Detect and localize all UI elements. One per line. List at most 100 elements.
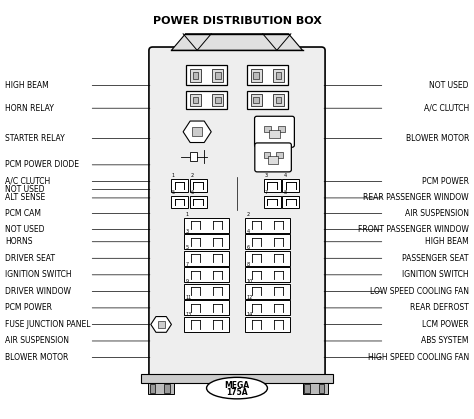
Bar xyxy=(264,152,270,158)
Bar xyxy=(273,69,284,82)
Bar xyxy=(184,251,229,266)
Bar xyxy=(212,94,223,106)
FancyBboxPatch shape xyxy=(141,374,333,383)
Text: FRONT PASSENGER WINDOW: FRONT PASSENGER WINDOW xyxy=(358,225,469,234)
Bar xyxy=(190,69,201,82)
Text: LCM POWER: LCM POWER xyxy=(422,320,469,329)
Bar xyxy=(251,69,262,82)
Text: FUSE JUNCTION PANEL: FUSE JUNCTION PANEL xyxy=(5,320,91,329)
Bar xyxy=(247,65,288,85)
Polygon shape xyxy=(172,34,302,50)
Bar xyxy=(184,317,229,332)
Bar xyxy=(254,72,259,79)
Text: 8: 8 xyxy=(246,262,250,267)
Bar xyxy=(269,130,280,139)
Bar xyxy=(184,300,229,316)
Text: STARTER RELAY: STARTER RELAY xyxy=(5,134,65,143)
Text: 4: 4 xyxy=(246,229,250,234)
Bar xyxy=(215,72,220,79)
Text: PCM POWER DIODE: PCM POWER DIODE xyxy=(5,160,79,169)
FancyBboxPatch shape xyxy=(255,116,294,147)
Text: 13: 13 xyxy=(186,312,192,317)
Bar xyxy=(245,267,290,282)
Bar xyxy=(264,196,281,208)
Bar xyxy=(304,384,310,393)
Text: 175A: 175A xyxy=(226,388,248,397)
Bar xyxy=(150,384,155,393)
Bar xyxy=(245,300,290,316)
Bar xyxy=(278,126,285,132)
Bar xyxy=(276,97,282,103)
Text: NOT USED: NOT USED xyxy=(429,81,469,90)
Ellipse shape xyxy=(207,378,267,399)
Bar xyxy=(264,126,271,132)
Text: 5: 5 xyxy=(186,246,189,251)
FancyBboxPatch shape xyxy=(149,47,325,380)
Bar xyxy=(245,317,290,332)
Text: DRIVER SEAT: DRIVER SEAT xyxy=(5,254,55,263)
Bar xyxy=(190,179,207,192)
Text: PASSENGER SEAT: PASSENGER SEAT xyxy=(402,254,469,263)
Text: PCM POWER: PCM POWER xyxy=(422,177,469,186)
Bar xyxy=(186,65,227,85)
Text: 7: 7 xyxy=(264,190,268,195)
FancyBboxPatch shape xyxy=(302,383,328,394)
Text: A/C CLUTCH: A/C CLUTCH xyxy=(424,104,469,113)
Bar xyxy=(276,152,283,158)
Bar xyxy=(254,97,259,103)
Text: 8: 8 xyxy=(283,190,286,195)
Bar xyxy=(276,72,282,79)
Text: REAR PASSENGER WINDOW: REAR PASSENGER WINDOW xyxy=(363,194,469,202)
Text: 11: 11 xyxy=(186,295,192,300)
Bar xyxy=(192,97,198,103)
Text: 6: 6 xyxy=(191,190,194,195)
Text: HIGH BEAM: HIGH BEAM xyxy=(425,237,469,246)
Text: 4: 4 xyxy=(283,173,286,178)
Text: MEGA: MEGA xyxy=(224,381,250,390)
Text: NOT USED: NOT USED xyxy=(5,225,45,234)
Bar xyxy=(171,179,188,192)
Text: 9: 9 xyxy=(186,279,189,284)
Bar xyxy=(192,127,202,136)
Text: HIGH BEAM: HIGH BEAM xyxy=(5,81,49,90)
Text: 3: 3 xyxy=(186,229,189,234)
Text: 10: 10 xyxy=(246,279,253,284)
Text: IGNITION SWITCH: IGNITION SWITCH xyxy=(5,270,72,279)
Text: 2: 2 xyxy=(191,173,194,178)
Text: DRIVER WINDOW: DRIVER WINDOW xyxy=(5,287,71,296)
Text: 6: 6 xyxy=(246,246,250,251)
Bar xyxy=(247,91,288,109)
Text: POWER DISTRIBUTION BOX: POWER DISTRIBUTION BOX xyxy=(153,16,321,26)
Bar xyxy=(245,284,290,299)
Text: 7: 7 xyxy=(186,262,189,267)
Text: 14: 14 xyxy=(246,312,253,317)
Bar xyxy=(245,234,290,249)
Bar xyxy=(190,196,207,208)
Bar xyxy=(283,196,299,208)
Text: 5: 5 xyxy=(172,190,175,195)
Bar xyxy=(319,384,324,393)
Text: 1: 1 xyxy=(172,173,175,178)
Text: HIGH SPEED COOLING FAN: HIGH SPEED COOLING FAN xyxy=(368,353,469,362)
Text: HORN RELAY: HORN RELAY xyxy=(5,104,54,113)
Bar xyxy=(186,91,227,109)
Text: REAR DEFROST: REAR DEFROST xyxy=(410,303,469,313)
Text: LOW SPEED COOLING FAN: LOW SPEED COOLING FAN xyxy=(370,287,469,296)
Bar xyxy=(215,97,220,103)
Bar xyxy=(212,69,223,82)
Text: 2: 2 xyxy=(246,212,250,217)
Text: PCM POWER: PCM POWER xyxy=(5,303,52,313)
Bar xyxy=(264,179,281,192)
Text: 12: 12 xyxy=(246,295,253,300)
Bar xyxy=(192,72,198,79)
Bar xyxy=(268,156,278,163)
Bar xyxy=(245,251,290,266)
Text: BLOWER MOTOR: BLOWER MOTOR xyxy=(405,134,469,143)
Bar xyxy=(190,94,201,106)
Text: HORNS: HORNS xyxy=(5,237,33,246)
Text: 1: 1 xyxy=(186,212,189,217)
Text: AIR SUSPENSION: AIR SUSPENSION xyxy=(405,209,469,218)
Bar xyxy=(190,152,197,161)
Text: NOT USED: NOT USED xyxy=(5,185,45,194)
FancyBboxPatch shape xyxy=(255,143,292,172)
